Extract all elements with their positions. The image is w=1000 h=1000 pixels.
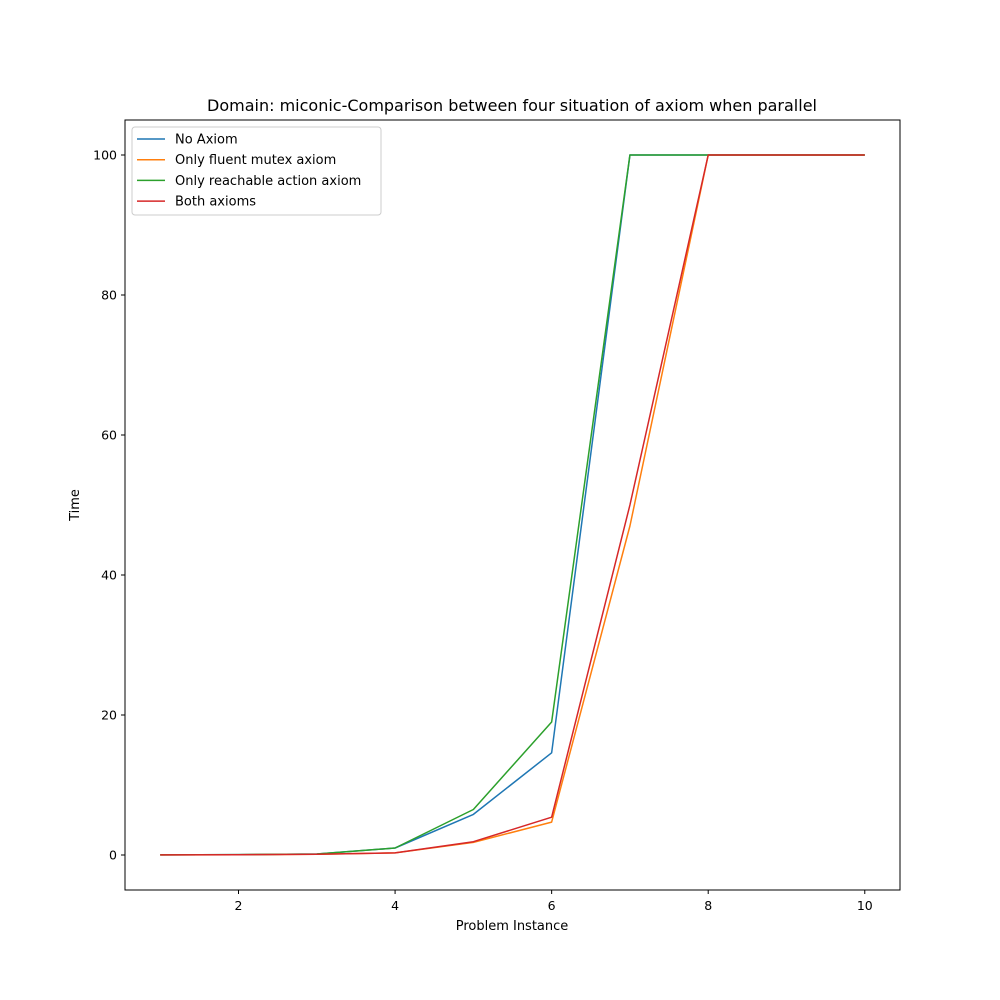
x-axis: 2 4 6 8 10 xyxy=(235,890,873,913)
plot-frame xyxy=(124,119,901,891)
legend-label-1: No Axiom xyxy=(175,133,238,148)
x-tick-label: 10 xyxy=(857,898,873,913)
series-line-4 xyxy=(160,154,865,856)
y-tick-label: 80 xyxy=(101,288,117,303)
legend-label-4: Both axioms xyxy=(175,195,256,210)
y-tick-label: 100 xyxy=(93,148,117,163)
x-tick-label: 2 xyxy=(235,898,243,913)
legend-label-2: Only fluent mutex axiom xyxy=(175,153,336,168)
x-tick-label: 8 xyxy=(704,898,712,913)
series-line-1 xyxy=(160,154,865,856)
y-axis-label: Time xyxy=(68,489,83,522)
y-tick-label: 20 xyxy=(101,708,117,723)
chart-title: Domain: miconic-Comparison between four … xyxy=(207,96,817,115)
series-line-2 xyxy=(160,154,865,856)
y-tick-label: 60 xyxy=(101,428,117,443)
legend: No Axiom Only fluent mutex axiom Only reac… xyxy=(131,126,382,216)
y-tick-label: 0 xyxy=(109,848,117,863)
plot-area xyxy=(124,119,901,891)
series-line-3 xyxy=(160,154,865,856)
legend-label-3: Only reachable action axiom xyxy=(175,174,361,189)
x-tick-label: 6 xyxy=(548,898,556,913)
x-axis-label: Problem Instance xyxy=(456,919,569,934)
x-tick-label: 4 xyxy=(391,898,399,913)
y-tick-label: 40 xyxy=(101,568,117,583)
legend-box xyxy=(131,126,382,216)
y-axis: 0 20 40 60 80 100 xyxy=(93,148,125,863)
